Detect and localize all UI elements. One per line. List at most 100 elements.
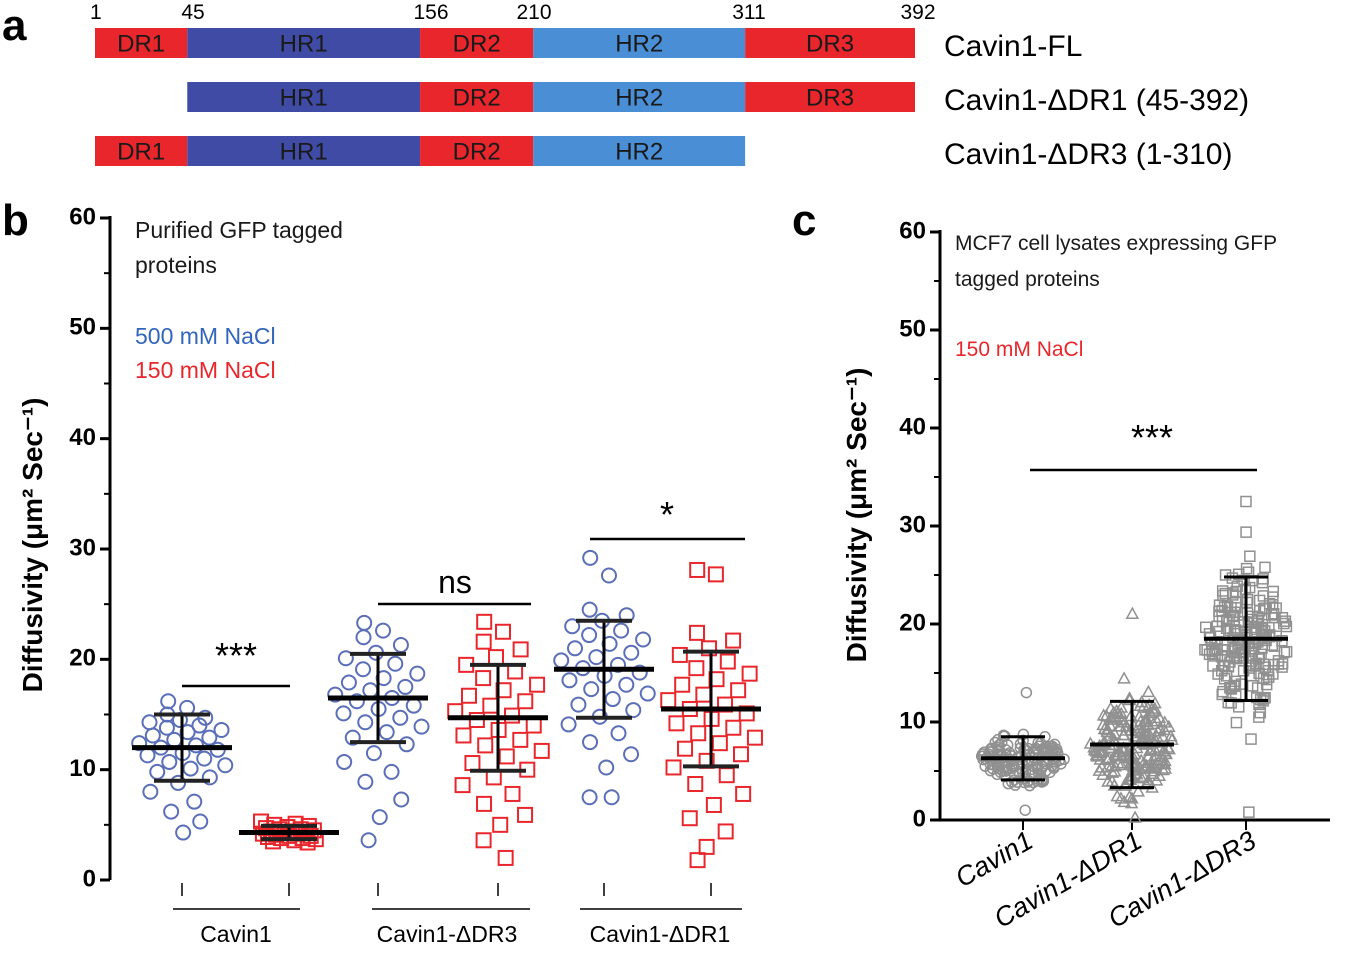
- data-point: [603, 789, 620, 806]
- data-point: [668, 715, 685, 732]
- data-point: [355, 629, 372, 646]
- data-point: [718, 767, 735, 784]
- data-point: [1257, 573, 1269, 585]
- data-point: [1254, 706, 1267, 719]
- data-point: [681, 810, 698, 827]
- data-point: [1222, 696, 1234, 709]
- panel-c-data-points: [975, 495, 1293, 823]
- data-point: [170, 774, 187, 791]
- data-point: [1212, 668, 1224, 680]
- sig-label-ddr1: *: [660, 494, 674, 535]
- data-point: [405, 697, 422, 714]
- data-point: [163, 803, 180, 820]
- data-point: [738, 705, 755, 722]
- panel-b-ylabel: Diffusivity (μm² Sec⁻¹): [17, 398, 48, 693]
- data-point: [588, 649, 605, 666]
- data-point: [357, 773, 374, 790]
- data-point: [475, 670, 492, 687]
- data-point: [413, 718, 430, 735]
- data-point: [492, 816, 509, 833]
- panel-b-letter: b: [2, 196, 29, 245]
- data-point: [1032, 763, 1044, 775]
- panel-c-condition: 150 mM NaCl: [955, 338, 1083, 361]
- data-point: [1040, 740, 1052, 753]
- data-point: [705, 796, 722, 813]
- data-point: [1238, 574, 1250, 587]
- data-point: [625, 702, 642, 719]
- data-point: [993, 739, 1005, 751]
- domain-label: DR2: [453, 84, 501, 111]
- data-point: [665, 759, 682, 776]
- data-point: [1137, 714, 1151, 727]
- data-point: [1218, 644, 1230, 656]
- data-point: [464, 755, 481, 772]
- data-point: [1157, 722, 1172, 736]
- legend-500mm: 500 mM NaCl: [135, 323, 276, 349]
- data-point: [1125, 791, 1139, 804]
- data-point: [719, 653, 736, 670]
- data-point: [1199, 621, 1212, 634]
- data-point: [1110, 789, 1125, 802]
- data-point: [1129, 740, 1144, 754]
- data-point: [1272, 655, 1285, 667]
- data-point: [1137, 755, 1151, 769]
- position-label: 156: [413, 1, 448, 24]
- data-point: [1101, 774, 1115, 787]
- data-point: [1259, 561, 1271, 574]
- panel-c-error-bars: [981, 575, 1288, 790]
- data-point: [1100, 752, 1115, 766]
- data-point: [999, 770, 1011, 783]
- data-point: [336, 753, 353, 770]
- data-point: [477, 737, 494, 754]
- domain-dr3-bar: [745, 28, 915, 58]
- data-point: [725, 632, 742, 649]
- data-point: [1105, 765, 1120, 778]
- data-point: [525, 717, 542, 734]
- data-point: [687, 776, 704, 793]
- construct-name-fl: Cavin1-FL: [944, 30, 1082, 63]
- data-point: [387, 655, 404, 672]
- data-point: [698, 838, 715, 855]
- data-point: [360, 832, 377, 849]
- data-point: [355, 661, 372, 678]
- y-tick-label: 20: [69, 645, 96, 672]
- data-point: [581, 627, 598, 644]
- data-point: [1240, 526, 1252, 538]
- domain-dr1-bar: [95, 136, 188, 166]
- data-point: [494, 623, 511, 640]
- panel-c-letter: c: [792, 196, 816, 245]
- data-point: [393, 791, 410, 808]
- data-point: [512, 731, 529, 748]
- y-tick-label: 30: [899, 511, 926, 538]
- data-point: [730, 682, 747, 699]
- data-point: [1259, 691, 1271, 704]
- position-label: 45: [181, 1, 204, 24]
- data-point: [158, 719, 175, 736]
- panel-a-position-labels: 1 45 156 210 311 392: [90, 1, 936, 24]
- data-point: [378, 724, 395, 741]
- data-point: [1257, 658, 1270, 671]
- data-point: [1125, 606, 1140, 619]
- data-point: [1164, 729, 1178, 742]
- domain-dr1-bar: [95, 28, 188, 58]
- data-point: [1146, 766, 1160, 780]
- position-label: 210: [516, 1, 551, 24]
- data-point: [613, 622, 630, 639]
- data-point: [1137, 699, 1151, 712]
- data-point: [689, 852, 706, 869]
- domain-dr2-bar: [420, 28, 534, 58]
- data-point: [1114, 757, 1129, 771]
- data-point: [992, 762, 1004, 775]
- data-point: [131, 735, 148, 752]
- data-point: [149, 763, 166, 780]
- data-point: [677, 740, 694, 757]
- data-point: [327, 686, 344, 703]
- data-point: [1111, 756, 1125, 769]
- data-point: [1267, 668, 1279, 680]
- data-point: [1250, 691, 1263, 704]
- data-point: [357, 714, 374, 731]
- position-label: 311: [732, 1, 765, 24]
- domain-hr1-bar: [187, 136, 421, 166]
